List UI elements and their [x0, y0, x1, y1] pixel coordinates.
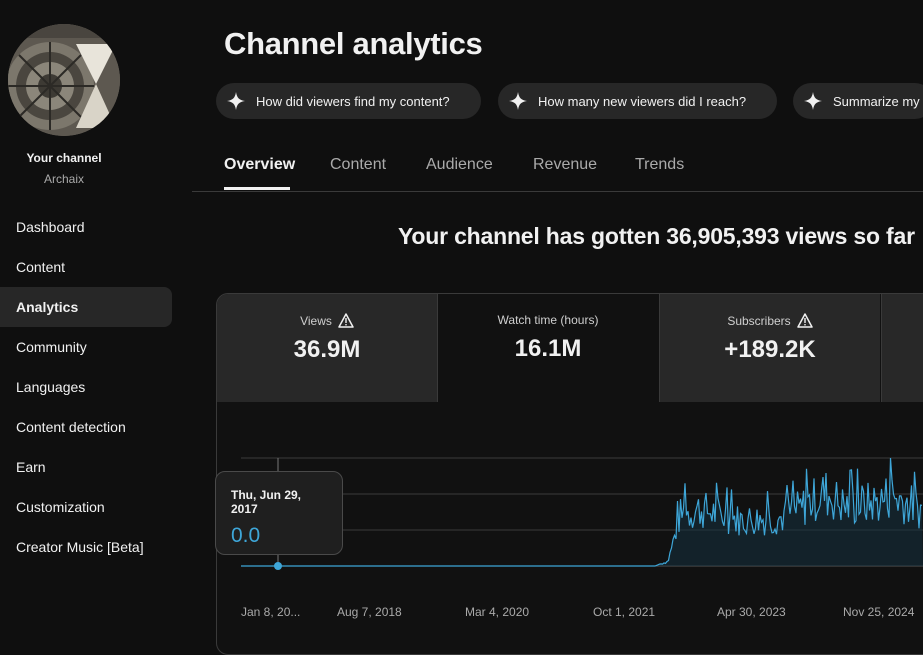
page-title: Channel analytics	[224, 26, 483, 61]
x-tick-label: Nov 25, 2024	[843, 605, 915, 619]
sidebar-item-analytics[interactable]: Analytics	[0, 287, 172, 327]
metric-divider	[437, 294, 438, 402]
tab-revenue[interactable]: Revenue	[533, 156, 598, 173]
tab-audience[interactable]: Audience	[426, 156, 493, 173]
metric-more[interactable]	[882, 294, 923, 402]
x-tick-label: Jan 8, 20...	[241, 605, 301, 619]
chart-tooltip: Thu, Jun 29, 2017 0.0	[215, 471, 343, 555]
metric-label: Watch time (hours)	[497, 313, 599, 327]
sidebar-item-community[interactable]: Community	[16, 339, 87, 355]
sidebar: Your channel Archaix Dashboard Content A…	[0, 0, 192, 641]
analytics-tabs	[192, 140, 923, 192]
channel-title: Your channel	[26, 151, 102, 165]
tab-trends[interactable]: Trends	[635, 156, 685, 173]
metric-label: Views	[300, 313, 332, 328]
metric-label: Subscribers	[727, 313, 791, 328]
tooltip-date: Thu, Jun 29, 2017	[231, 488, 302, 516]
suggestion-chip-find-content[interactable]: How did viewers find my content?	[216, 83, 481, 119]
metric-value: 16.1M	[514, 335, 582, 362]
channel-handle: Archaix	[43, 172, 84, 186]
x-tick-label: Oct 1, 2021	[593, 605, 656, 619]
warning-icon[interactable]	[338, 313, 354, 328]
sidebar-item-creator-music[interactable]: Creator Music [Beta]	[16, 539, 144, 555]
chip-label: How did viewers find my content?	[256, 93, 450, 109]
metric-divider	[881, 294, 882, 402]
metric-views[interactable]: Views 36.9M	[217, 294, 437, 402]
chip-label: Summarize my	[833, 93, 920, 109]
sidebar-item-languages[interactable]: Languages	[16, 379, 86, 395]
sidebar-item-content-detection[interactable]: Content detection	[16, 419, 126, 435]
sparkle-icon	[804, 92, 822, 110]
active-tab-indicator	[224, 187, 290, 190]
sidebar-item-earn[interactable]: Earn	[16, 459, 46, 475]
metric-value: 36.9M	[293, 336, 361, 363]
sidebar-item-dashboard[interactable]: Dashboard	[16, 219, 85, 235]
chip-label: How many new viewers did I reach?	[538, 93, 747, 109]
channel-avatar[interactable]	[8, 24, 120, 136]
sidebar-nav: Dashboard Content Analytics Community La…	[0, 207, 172, 567]
x-tick-label: Aug 7, 2018	[337, 605, 402, 619]
tooltip-value: 0.0	[231, 524, 261, 547]
suggestion-chip-new-viewers[interactable]: How many new viewers did I reach?	[498, 83, 777, 119]
sparkle-icon	[509, 92, 527, 110]
sparkle-icon	[227, 92, 245, 110]
warning-icon[interactable]	[796, 313, 813, 328]
metric-watch-time[interactable]: Watch time (hours) 16.1M	[438, 294, 658, 402]
views-headline: Your channel has gotten 36,905,393 views…	[398, 223, 915, 249]
tab-content[interactable]: Content	[330, 156, 387, 173]
x-tick-label: Mar 4, 2020	[465, 605, 530, 619]
metric-subscribers[interactable]: Subscribers +189.2K	[660, 294, 880, 402]
sidebar-item-content[interactable]: Content	[16, 259, 66, 275]
metric-divider	[659, 294, 660, 402]
tab-overview[interactable]: Overview	[224, 156, 296, 173]
sidebar-item-customization[interactable]: Customization	[16, 499, 105, 515]
x-tick-label: Apr 30, 2023	[717, 605, 786, 619]
suggestion-chip-summarize[interactable]: Summarize my	[793, 83, 923, 119]
metric-value: +189.2K	[724, 336, 816, 363]
